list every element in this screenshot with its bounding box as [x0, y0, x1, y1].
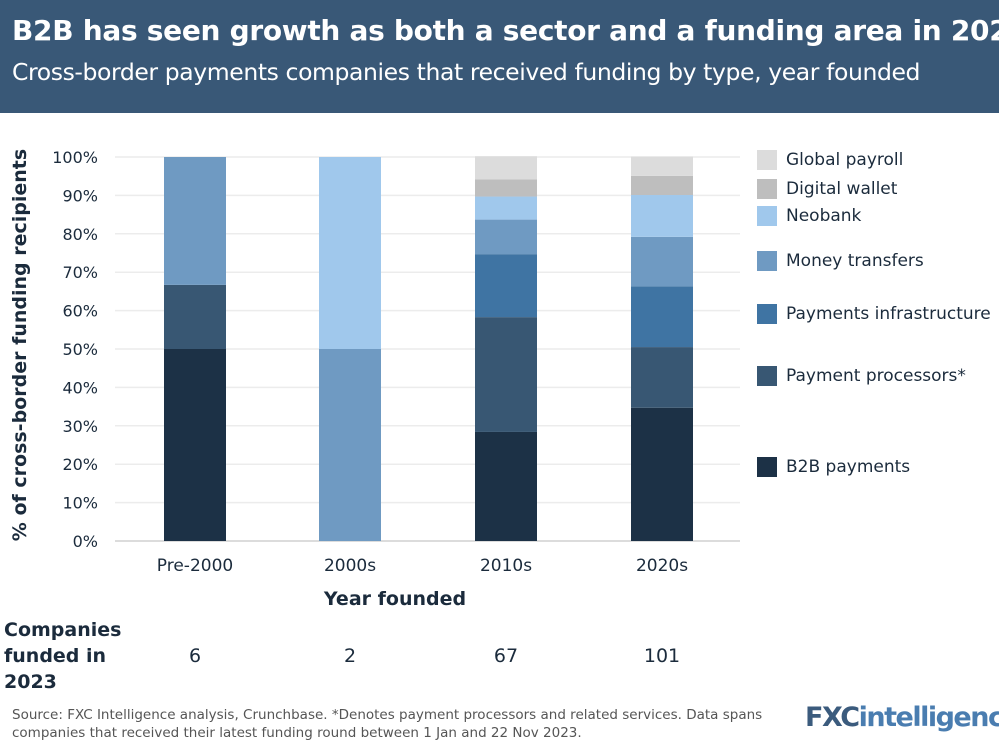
- legend-swatch: [757, 179, 777, 199]
- bar-segment-payment-processors: [475, 317, 537, 432]
- legend-swatch: [757, 457, 777, 477]
- x-tick-label: Pre-2000: [157, 556, 233, 576]
- legend-swatch: [757, 304, 777, 324]
- bar-segment-money-transfers: [475, 219, 537, 255]
- count-2010s: 67: [493, 645, 519, 667]
- legend-item: Payments infrastructure: [757, 304, 991, 324]
- count-2020s: 101: [643, 645, 681, 667]
- bar-segment-payments-infrastructure: [475, 254, 537, 318]
- count-2000s: 2: [343, 645, 357, 667]
- x-axis-label: Year founded: [323, 588, 467, 610]
- y-tick-label: 40%: [62, 378, 98, 397]
- y-tick-label: 70%: [62, 263, 98, 282]
- legend-label: Payments infrastructure: [786, 304, 991, 324]
- legend-label: Digital wallet: [786, 179, 898, 199]
- chart-subtitle: Cross-border payments companies that rec…: [12, 58, 921, 86]
- legend-item: Global payroll: [757, 150, 903, 170]
- bar-segment-digital-wallet: [631, 175, 693, 196]
- y-axis-label: % of cross-border funding recipients: [9, 148, 31, 542]
- legend-label: Global payroll: [786, 150, 904, 170]
- legend-item: B2B payments: [757, 457, 910, 477]
- legend-swatch: [757, 206, 777, 226]
- legend-item: Neobank: [757, 206, 861, 226]
- legend-item: Money transfers: [757, 251, 924, 271]
- x-tick-label: 2010s: [480, 556, 532, 576]
- bar-segment-b2b-payments: [631, 407, 693, 541]
- companies-funded-label: Companies funded in 2023: [4, 619, 122, 693]
- y-tick-label: 100%: [52, 148, 98, 167]
- bar-segment-b2b-payments: [475, 431, 537, 541]
- bar-segment-global-payroll: [475, 156, 537, 180]
- bar-segment-money-transfers: [319, 349, 381, 541]
- bar-segment-neobank: [631, 195, 693, 237]
- bar-segment-b2b-payments: [164, 349, 226, 541]
- y-tick-label: 80%: [62, 225, 98, 244]
- legend-item: Digital wallet: [757, 179, 897, 199]
- y-tick-label: 60%: [62, 302, 98, 321]
- chart-title: B2B has seen growth as both a sector and…: [12, 14, 999, 47]
- y-tick-label: 30%: [62, 417, 98, 436]
- legend-swatch: [757, 366, 777, 386]
- legend-item: Payment processors*: [757, 366, 966, 386]
- legend-label: Payment processors*: [786, 366, 966, 386]
- bar-segment-payments-infrastructure: [631, 286, 693, 348]
- fxc-intelligence-logo: FXCintelligenceTM: [805, 702, 999, 733]
- bar-segment-payment-processors: [631, 347, 693, 408]
- bar-segment-neobank: [319, 157, 381, 349]
- source-note: Source: FXC Intelligence analysis, Crunc…: [12, 707, 763, 741]
- x-tick-label: 2020s: [636, 556, 688, 576]
- x-tick-label: 2000s: [324, 556, 376, 576]
- legend-label: Money transfers: [786, 251, 924, 271]
- legend-label: B2B payments: [786, 457, 911, 477]
- legend-swatch: [757, 150, 777, 170]
- y-tick-label: 50%: [62, 340, 98, 359]
- y-tick-label: 0%: [73, 532, 98, 551]
- bar-segment-payment-processors: [164, 284, 226, 349]
- bar-segment-money-transfers: [164, 157, 226, 285]
- bar-segment-digital-wallet: [475, 179, 537, 197]
- count-pre-2000: 6: [188, 645, 202, 667]
- header: B2B has seen growth as both a sector and…: [0, 0, 999, 113]
- y-tick-label: 20%: [62, 455, 98, 474]
- bar-segment-global-payroll: [631, 156, 693, 176]
- legend-swatch: [757, 251, 777, 271]
- y-tick-label: 90%: [62, 186, 98, 205]
- legend-label: Neobank: [786, 206, 862, 226]
- bar-segment-money-transfers: [631, 236, 693, 287]
- bar-segment-neobank: [475, 196, 537, 220]
- y-tick-label: 10%: [62, 494, 98, 513]
